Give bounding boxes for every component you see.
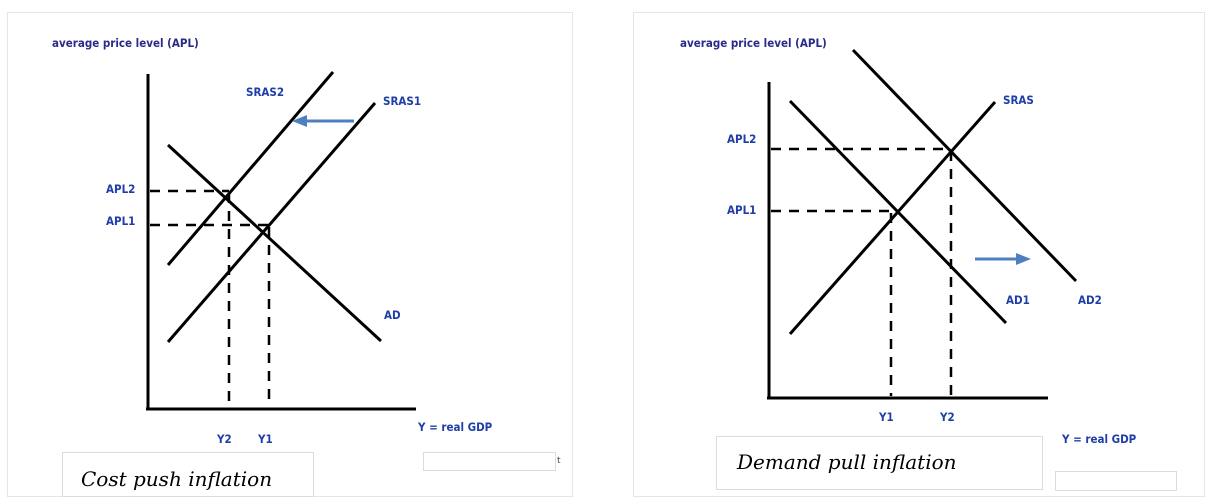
y-axis-label: average price level (APL): [680, 36, 827, 50]
x-axis-label: Y = real GDP: [1061, 432, 1137, 446]
apl1-label: APL1: [727, 203, 756, 217]
y-axis-label: average price level (APL): [52, 36, 199, 50]
right-arrow-icon: [1016, 253, 1031, 265]
ad1-curve: [788, 99, 1008, 325]
ad-curve: [166, 143, 383, 343]
cost-push-caption: Cost push inflation: [81, 467, 273, 491]
demand-pull-caption-box: Demand pull inflation: [716, 436, 1043, 490]
apl2-label: APL2: [727, 132, 756, 146]
fragment-text: t: [557, 456, 561, 466]
cost-push-caption-box: Cost push inflation: [62, 452, 314, 497]
x-axis-label: Y = real GDP: [417, 420, 493, 434]
sras1-curve: [166, 102, 377, 343]
sras-curve: [788, 101, 997, 335]
ad1-label: AD1: [1006, 293, 1030, 307]
y1-label: Y1: [257, 432, 273, 446]
sras-label: SRAS: [1003, 93, 1034, 107]
sras2-curve: [166, 71, 335, 266]
apl2-label: APL2: [106, 182, 135, 196]
sras1-label: SRAS1: [383, 94, 421, 108]
y2-label: Y2: [939, 410, 955, 424]
blank-field: [1055, 471, 1177, 491]
ad2-curve: [851, 48, 1078, 283]
demand-pull-caption: Demand pull inflation: [737, 450, 957, 474]
y2-label: Y2: [216, 432, 232, 446]
apl1-label: APL1: [106, 214, 135, 228]
blank-field: [423, 452, 556, 471]
cost-push-diagram: average price level (APL) SRAS2 SRAS1 AD…: [52, 36, 493, 446]
ad-label: AD: [384, 308, 401, 322]
sras2-label: SRAS2: [246, 85, 284, 99]
ad2-label: AD2: [1078, 293, 1102, 307]
left-arrow-icon: [292, 115, 307, 127]
demand-pull-diagram: average price level (APL) SRAS AD1 AD2 A…: [680, 36, 1137, 446]
y1-label: Y1: [878, 410, 894, 424]
